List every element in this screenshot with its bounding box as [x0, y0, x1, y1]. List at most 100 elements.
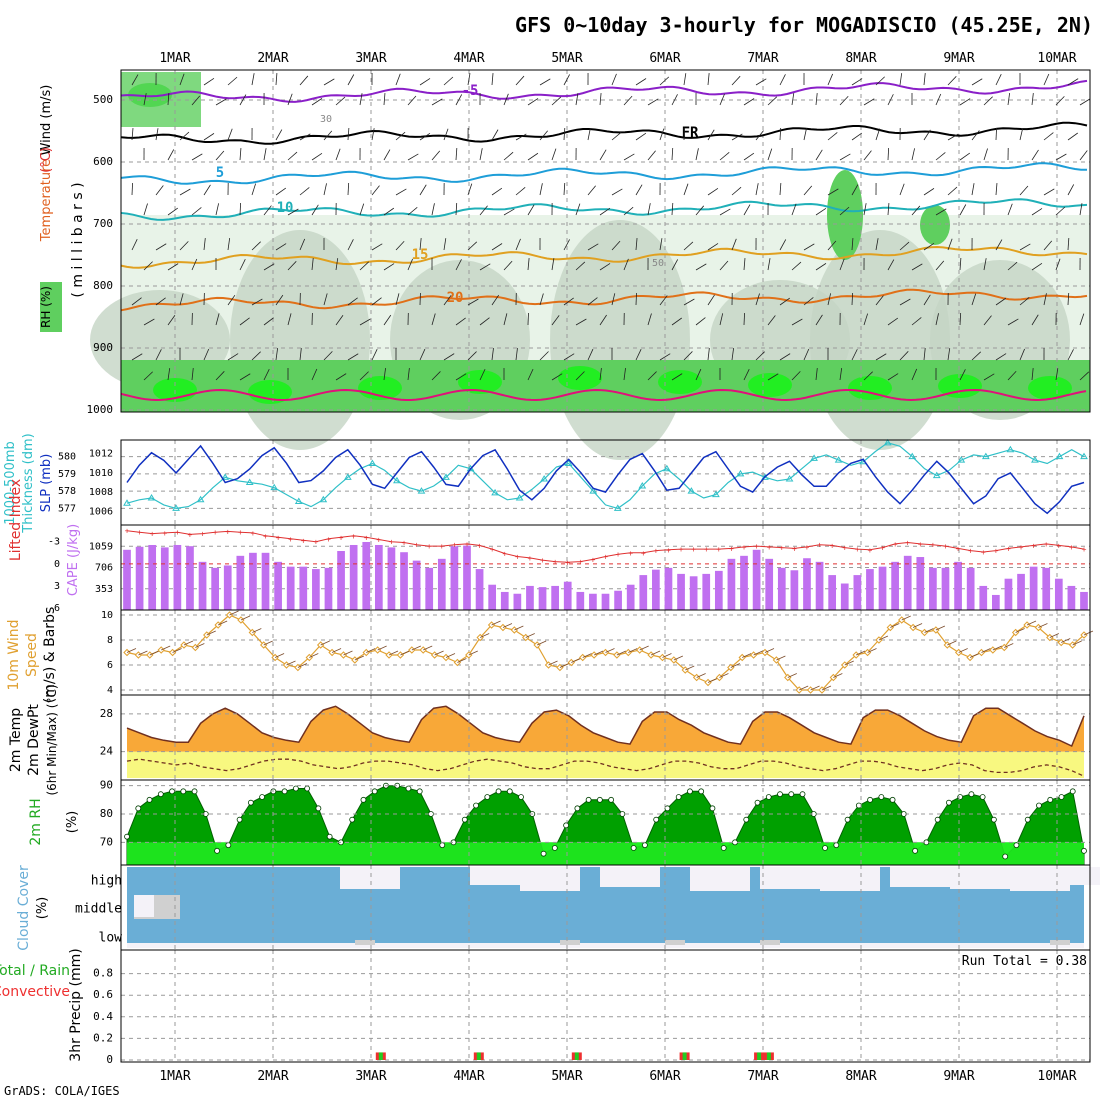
rh2-point [934, 816, 941, 823]
wind-barb [647, 98, 659, 106]
wind-barb [467, 351, 477, 361]
wind-barb [299, 187, 310, 196]
wind-barb [719, 673, 729, 678]
cape-bar [752, 549, 761, 610]
cape-bar [362, 541, 371, 610]
rh2-point [157, 791, 164, 798]
cape-bar [274, 561, 282, 610]
cloud-cover-panel: high middle low Cloud Cover (%) [16, 865, 1100, 951]
wind-barb [155, 243, 167, 251]
precip-bar-total [378, 1052, 383, 1060]
temperature-panel: 28 24 2m Temp 2m DewPt (6hr Min/Max) (°C) [8, 684, 1090, 796]
wind-barb [371, 185, 380, 196]
wind-barb [331, 648, 342, 653]
date-label-top: 10MAR [1037, 51, 1076, 66]
wind-barb [1079, 150, 1088, 161]
wind-barb [419, 238, 422, 251]
wind-barb [371, 128, 375, 141]
wind-barb [423, 645, 433, 651]
lifted-index-marker: + [616, 550, 621, 559]
wind-barb [395, 240, 405, 251]
wind-barb [383, 314, 392, 326]
wind-barb [479, 148, 483, 161]
wind-barb [377, 645, 387, 651]
rh-shading-mid [810, 230, 950, 450]
wind-barb [131, 239, 138, 251]
cape-bar [148, 544, 157, 610]
wind-barb [455, 202, 458, 216]
wind-barb [924, 628, 934, 633]
wind-barb [851, 238, 854, 251]
wind-barb [503, 151, 514, 161]
cape-bar [1029, 566, 1038, 610]
slp-right-label: SLP (mb) [39, 454, 54, 513]
wind-barb [1079, 313, 1085, 326]
cape-bar [412, 560, 421, 610]
rh-shading-bright [558, 366, 602, 390]
isotherm-line [120, 198, 1088, 221]
cape-bar [1004, 578, 1013, 610]
lifted-index-marker: + [918, 540, 923, 549]
date-label-bottom: 10MAR [1037, 1069, 1076, 1084]
wind-barb [275, 348, 279, 361]
wind-barb [143, 371, 153, 381]
wind-barb [971, 293, 977, 306]
tick-label: 1012 [89, 449, 113, 460]
wind-barb [923, 294, 931, 306]
cape-bar [551, 585, 559, 610]
wind-barb [753, 650, 763, 656]
wind-barb [1055, 206, 1066, 216]
wind-barb [1043, 73, 1050, 86]
wind-barb [443, 76, 454, 86]
date-label-bottom: 9MAR [943, 1069, 974, 1084]
isotherm-line [120, 288, 1088, 312]
wind-barb [179, 293, 184, 306]
wind-barb [958, 648, 968, 653]
wind-barb [479, 263, 491, 271]
thickness-point [932, 471, 941, 479]
cloud-clear-high [1060, 867, 1100, 885]
cloud-low-clear [127, 943, 1084, 948]
wind-barb [731, 75, 741, 86]
wind-barb [515, 238, 521, 251]
wind-barb [959, 369, 966, 381]
wind-barb [515, 75, 525, 86]
wind-barb [659, 238, 663, 251]
wind-barb [443, 128, 449, 141]
precip-bar-total [682, 1052, 687, 1060]
rh2-point [957, 794, 964, 800]
thickness-point [491, 488, 499, 496]
wind-barb [959, 98, 971, 106]
wind-barb [683, 298, 695, 306]
rh2-label: 2m RH [28, 798, 44, 845]
cape-bar [966, 567, 975, 610]
cape-bar [349, 544, 358, 610]
wind-barb [275, 73, 278, 86]
wind-barb [167, 368, 171, 381]
lifted-index-marker: + [653, 547, 658, 556]
cape-bar [702, 573, 711, 610]
rh2-point [709, 805, 716, 812]
wind-barb [354, 655, 365, 661]
li-left-label: Lifted Index [8, 479, 24, 561]
thickness-point [1080, 452, 1088, 460]
thickness-point [638, 481, 647, 489]
wind-barb [935, 93, 942, 106]
wind-barb [455, 317, 466, 326]
wind-barb [183, 640, 194, 646]
tick-label: 0.2 [93, 1031, 113, 1044]
wind-barb [599, 149, 607, 161]
wind-barb [480, 633, 490, 638]
cape-bar [135, 546, 144, 610]
wind-barb [287, 313, 292, 326]
date-label-top: 1MAR [159, 51, 190, 66]
lifted-index-marker: + [729, 544, 734, 553]
cape-bar [500, 591, 509, 610]
lifted-index-marker: + [628, 549, 633, 558]
rh2-point [360, 796, 367, 803]
tick-label: 578 [58, 486, 76, 497]
wind-barb [335, 315, 344, 326]
lifted-index-marker: + [301, 536, 306, 545]
rh2-point [653, 816, 660, 823]
wind-barb [299, 348, 302, 361]
